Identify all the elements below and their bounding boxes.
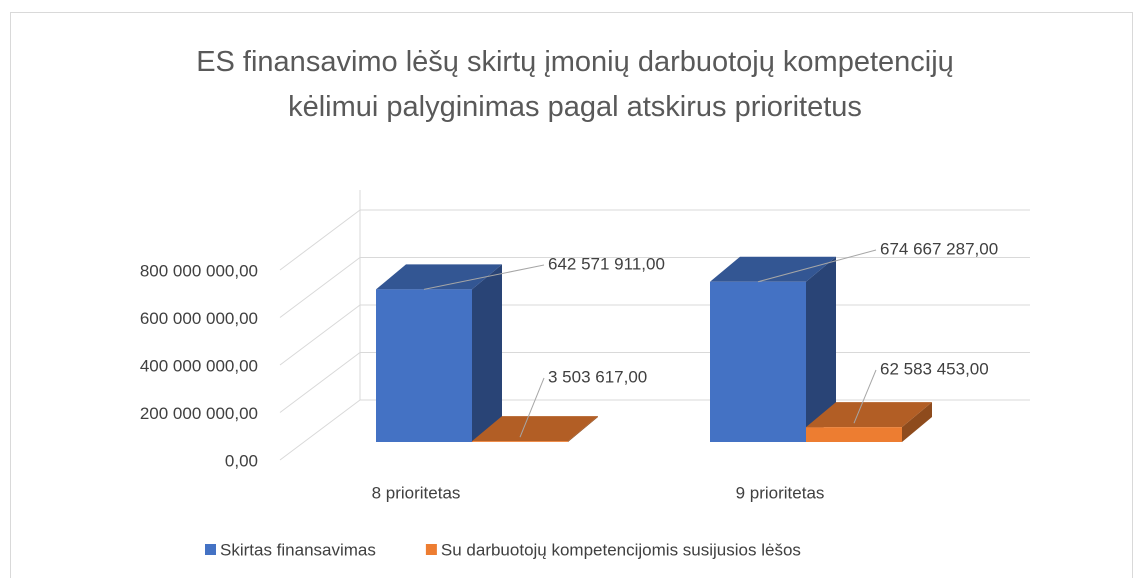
bar-top: [806, 402, 932, 428]
y-tick-label: 800 000 000,00: [140, 261, 258, 280]
data-label: 674 667 287,00: [880, 239, 998, 258]
data-label: 3 503 617,00: [548, 367, 647, 386]
x-tick-label: 9 prioritetas: [736, 483, 825, 502]
y-tick-label: 400 000 000,00: [140, 356, 258, 375]
bar-top: [376, 264, 502, 290]
leader-line: [853, 369, 877, 424]
y-tick-label: 600 000 000,00: [140, 309, 258, 328]
data-label: 62 583 453,00: [880, 359, 989, 378]
chart-title: ES finansavimo lėšų skirtų įmonių darbuo…: [196, 46, 954, 123]
legend-label: Skirtas finansavimas: [220, 540, 376, 559]
legend-swatch: [425, 544, 437, 555]
bar-top: [472, 416, 598, 442]
data-label: 642 571 911,00: [548, 254, 665, 273]
bar: [376, 289, 472, 442]
legend-label: Su darbuotojų kompetencijomis susijusios…: [441, 540, 801, 559]
bar: [710, 281, 806, 442]
leader-line: [423, 264, 545, 290]
chart-border: [10, 12, 1133, 578]
bar: [472, 441, 568, 442]
bar-side: [568, 416, 598, 442]
bar-top: [710, 256, 836, 282]
bar-side: [902, 402, 932, 442]
y-tick-label: 0,00: [225, 451, 258, 470]
leader-line: [757, 249, 877, 283]
leader-line: [519, 377, 545, 438]
bar: [806, 427, 902, 442]
bar-side: [806, 256, 836, 442]
bar-side: [472, 264, 502, 442]
x-tick-label: 8 prioritetas: [372, 483, 461, 502]
legend-swatch: [205, 544, 216, 555]
y-tick-label: 200 000 000,00: [140, 404, 258, 423]
